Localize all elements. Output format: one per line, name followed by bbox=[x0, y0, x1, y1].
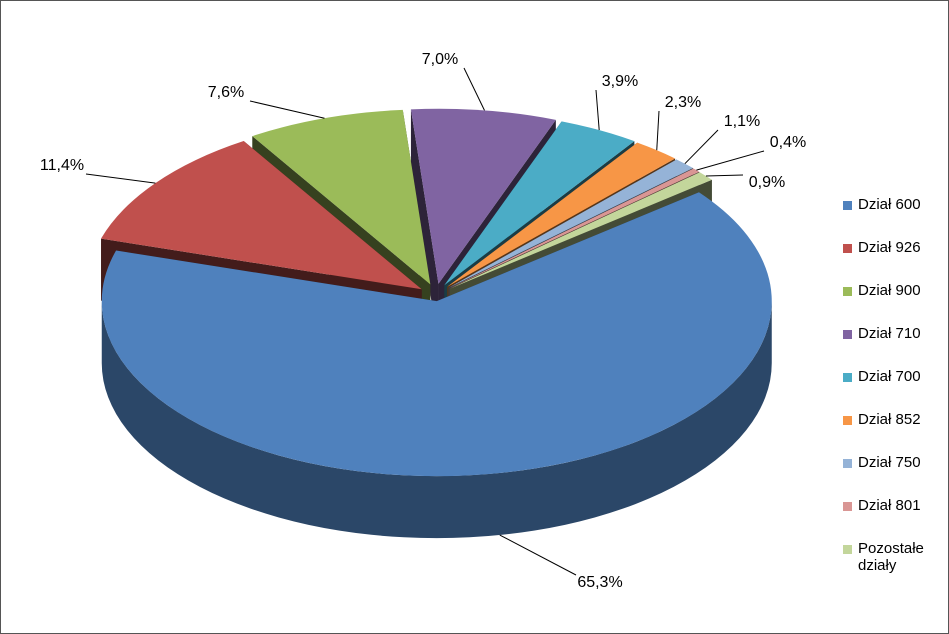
legend-item: Dział 801 bbox=[843, 497, 943, 540]
legend-label: Dział 600 bbox=[858, 196, 921, 213]
slice bbox=[101, 192, 772, 477]
legend-swatch bbox=[843, 373, 852, 382]
legend-swatch bbox=[843, 502, 852, 511]
legend-swatch bbox=[843, 287, 852, 296]
legend-label: Dział 900 bbox=[858, 282, 921, 299]
legend-swatch bbox=[843, 416, 852, 425]
legend: Dział 600 Dział 926 Dział 900 Dział 710 Dzia… bbox=[843, 196, 943, 583]
legend-item: Dział 710 bbox=[843, 325, 943, 368]
data-label: 7,0% bbox=[422, 51, 458, 68]
legend-item: Dział 600 bbox=[843, 196, 943, 239]
legend-label: Dział 852 bbox=[858, 411, 921, 428]
data-label: 1,1% bbox=[724, 113, 760, 130]
data-label: 0,9% bbox=[749, 174, 785, 191]
leader-line bbox=[656, 110, 660, 151]
data-label: 65,3% bbox=[577, 574, 622, 591]
slice-side bbox=[410, 109, 439, 346]
data-label: 11,4% bbox=[40, 157, 84, 174]
data-label: 2,3% bbox=[665, 94, 701, 111]
slice bbox=[448, 159, 693, 288]
slice bbox=[449, 172, 712, 289]
slice bbox=[447, 142, 676, 287]
data-label: 7,6% bbox=[208, 84, 244, 101]
leader-line bbox=[684, 129, 719, 165]
legend-swatch bbox=[843, 330, 852, 339]
slice bbox=[444, 121, 635, 286]
leader-line bbox=[595, 89, 600, 131]
leader-line bbox=[696, 150, 765, 171]
slice bbox=[449, 168, 700, 289]
data-label: 3,9% bbox=[602, 73, 638, 90]
legend-label: Dział 801 bbox=[858, 497, 921, 514]
legend-label: Pozostałe działy bbox=[858, 540, 924, 574]
leader-line bbox=[705, 174, 744, 177]
slice bbox=[252, 109, 431, 285]
data-label: 0,4% bbox=[770, 134, 806, 151]
slice bbox=[101, 141, 422, 290]
legend-label: Dział 926 bbox=[858, 239, 921, 256]
legend-swatch bbox=[843, 244, 852, 253]
legend-item: Pozostałe działy bbox=[843, 540, 943, 583]
legend-swatch bbox=[843, 545, 852, 554]
legend-label: Dział 710 bbox=[858, 325, 921, 342]
leader-line bbox=[249, 100, 325, 119]
legend-item: Dział 852 bbox=[843, 411, 943, 454]
legend-label: Dział 750 bbox=[858, 454, 921, 471]
leader-line bbox=[463, 67, 485, 111]
legend-item: Dział 700 bbox=[843, 368, 943, 411]
leader-line bbox=[499, 534, 577, 576]
legend-item: Dział 750 bbox=[843, 454, 943, 497]
legend-swatch bbox=[843, 201, 852, 210]
slice-wall bbox=[101, 301, 772, 539]
slice bbox=[410, 108, 556, 284]
legend-item: Dział 926 bbox=[843, 239, 943, 282]
legend-item: Dział 900 bbox=[843, 282, 943, 325]
legend-swatch bbox=[843, 459, 852, 468]
legend-label: Dział 700 bbox=[858, 368, 921, 385]
leader-line bbox=[85, 173, 156, 184]
